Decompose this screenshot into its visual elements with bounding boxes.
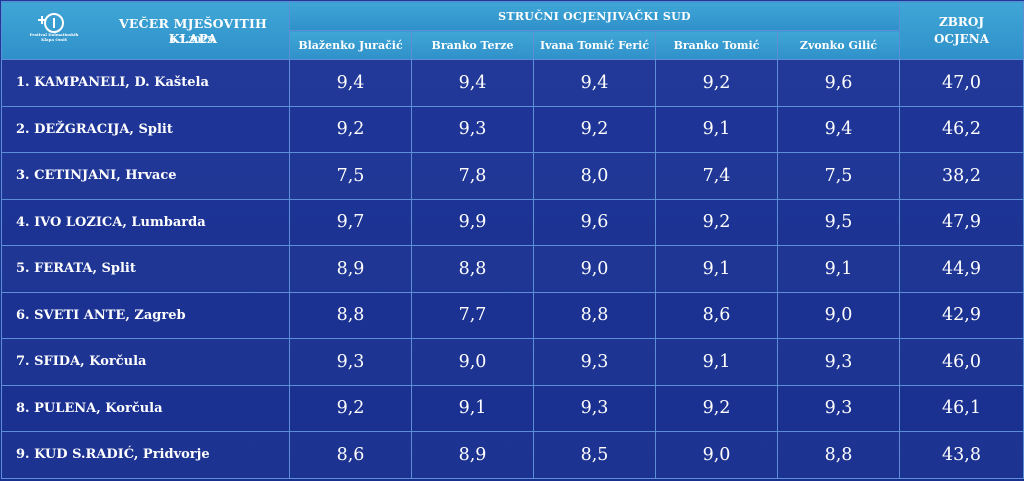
table-row: 7. SFIDA, Korčula 9,3 9,0 9,3 9,1 9,3 46… [1, 338, 1024, 386]
score-cell: 8,8 [289, 291, 412, 339]
klapa-name: 7. SFIDA, Korčula [1, 338, 290, 386]
table-row: 4. IVO LOZICA, Lumbarda 9,7 9,9 9,6 9,2 … [1, 198, 1024, 246]
total-cell: 43,8 [899, 431, 1024, 479]
score-cell: 9,4 [533, 59, 656, 107]
judge-name: Zvonko Gilić [776, 30, 901, 60]
total-cell: 46,2 [899, 105, 1024, 153]
score-cell: 9,3 [776, 384, 901, 432]
event-title: VEČER MJEŠOVITIH KLAPA [118, 16, 268, 46]
score-cell: 9,5 [776, 198, 901, 246]
score-cell: 8,9 [289, 245, 412, 293]
score-cell: 7,5 [776, 152, 901, 200]
logo-text: Festival Dalmatinskih Klapa Omiš [29, 32, 79, 42]
total-cell: 46,1 [899, 384, 1024, 432]
score-cell: 8,8 [776, 431, 901, 479]
total-cell: 38,2 [899, 152, 1024, 200]
score-cell: 9,4 [289, 59, 412, 107]
score-cell: 7,8 [411, 152, 534, 200]
score-cell: 9,1 [655, 245, 778, 293]
score-cell: 8,6 [655, 291, 778, 339]
klapa-name: 5. FERATA, Split [1, 245, 290, 293]
table-row: 5. FERATA, Split 8,9 8,8 9,0 9,1 9,1 44,… [1, 245, 1024, 293]
total-cell: 44,9 [899, 245, 1024, 293]
judge-name: Branko Terze [411, 30, 534, 60]
table-row: 2. DEŽGRACIJA, Split 9,2 9,3 9,2 9,1 9,4… [1, 105, 1024, 153]
score-cell: 9,2 [655, 59, 778, 107]
score-cell: 9,1 [655, 338, 778, 386]
total-cell: 46,0 [899, 338, 1024, 386]
judge-name: Branko Tomić [655, 30, 778, 60]
score-cell: 9,4 [776, 105, 901, 153]
score-cell: 8,9 [411, 431, 534, 479]
score-cell: 9,2 [289, 384, 412, 432]
klapa-name: 4. IVO LOZICA, Lumbarda [1, 198, 290, 246]
table-row: 1. KAMPANELI, D. Kaštela 9,4 9,4 9,4 9,2… [1, 59, 1024, 107]
score-cell: 9,3 [411, 105, 534, 153]
score-cell: 8,8 [411, 245, 534, 293]
score-cell: 9,6 [776, 59, 901, 107]
judge-name: Blaženko Juračić [289, 30, 412, 60]
klapa-name: 3. CETINJANI, Hrvace [1, 152, 290, 200]
score-cell: 9,0 [411, 338, 534, 386]
table-row: 6. SVETI ANTE, Zagreb 8,8 7,7 8,8 8,6 9,… [1, 291, 1024, 339]
score-cell: 9,3 [776, 338, 901, 386]
score-cell: 9,0 [776, 291, 901, 339]
klapa-name: 2. DEŽGRACIJA, Split [1, 105, 290, 153]
event-date: 6.7.2025. [169, 36, 217, 46]
score-cell: 9,0 [533, 245, 656, 293]
total-title-line1: ZBROJ [939, 14, 985, 29]
score-cell: 8,5 [533, 431, 656, 479]
total-header: ZBROJ OCJENA [899, 1, 1024, 60]
score-cell: 9,3 [289, 338, 412, 386]
table-row: 3. CETINJANI, Hrvace 7,5 7,8 8,0 7,4 7,5… [1, 152, 1024, 200]
klapa-name: 8. PULENA, Korčula [1, 384, 290, 432]
table-row: 8. PULENA, Korčula 9,2 9,1 9,3 9,2 9,3 4… [1, 384, 1024, 432]
score-cell: 9,3 [533, 338, 656, 386]
jury-title: STRUČNI OCJENJIVAČKI SUD [288, 1, 901, 31]
score-cell: 9,0 [655, 431, 778, 479]
score-cell: 9,2 [289, 105, 412, 153]
event-header: Festival Dalmatinskih Klapa Omiš VEČER M… [1, 1, 290, 60]
score-cell: 9,4 [411, 59, 534, 107]
score-cell: 7,4 [655, 152, 778, 200]
total-cell: 42,9 [899, 291, 1024, 339]
total-title-line2: OCJENA [933, 31, 990, 46]
total-cell: 47,0 [899, 59, 1024, 107]
score-cell: 7,7 [411, 291, 534, 339]
klapa-name: 6. SVETI ANTE, Zagreb [1, 291, 290, 339]
score-cell: 9,2 [655, 384, 778, 432]
klapa-name: 9. KUD S.RADIĆ, Pridvorje [1, 431, 290, 479]
score-cell: 9,2 [533, 105, 656, 153]
table-row: 9. KUD S.RADIĆ, Pridvorje 8,6 8,9 8,5 9,… [1, 431, 1024, 479]
total-cell: 47,9 [899, 198, 1024, 246]
score-cell: 8,6 [289, 431, 412, 479]
judge-name: Ivana Tomić Ferić [533, 30, 656, 60]
klapa-name: 1. KAMPANELI, D. Kaštela [1, 59, 290, 107]
score-cell: 9,3 [533, 384, 656, 432]
score-cell: 9,7 [289, 198, 412, 246]
score-cell: 9,1 [411, 384, 534, 432]
score-cell: 9,1 [776, 245, 901, 293]
score-cell: 8,8 [533, 291, 656, 339]
score-cell: 9,9 [411, 198, 534, 246]
score-cell: 9,2 [655, 198, 778, 246]
score-cell: 9,1 [655, 105, 778, 153]
score-cell: 9,6 [533, 198, 656, 246]
score-cell: 7,5 [289, 152, 412, 200]
score-cell: 8,0 [533, 152, 656, 200]
festival-logo [32, 10, 76, 54]
